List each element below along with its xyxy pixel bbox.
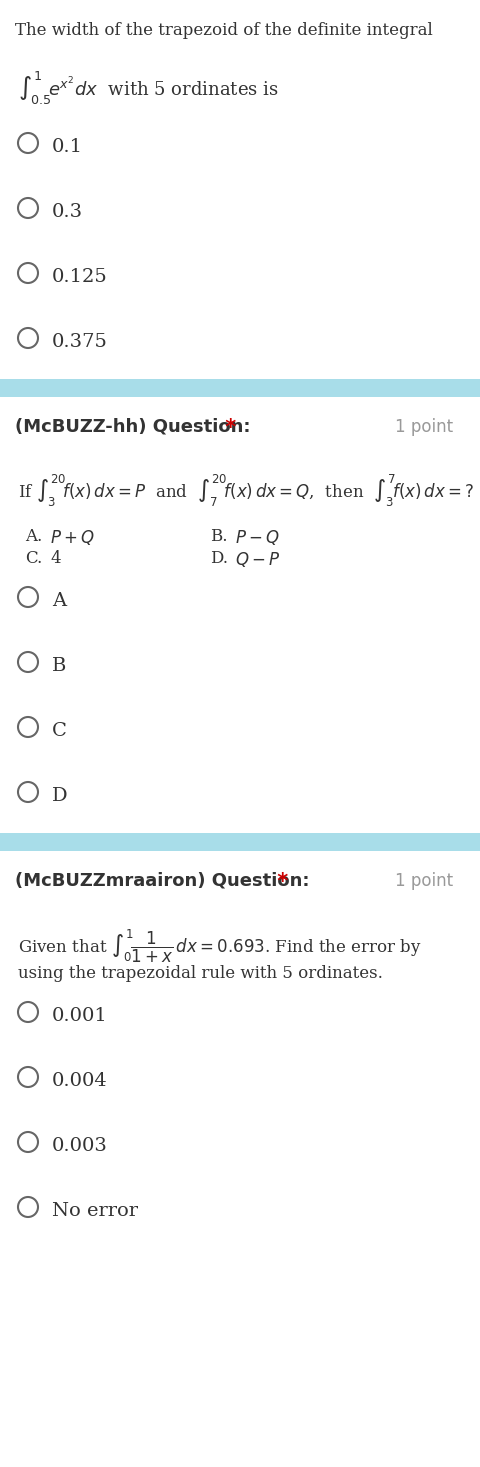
Bar (0, 378, 480, 398)
Text: 0.375: 0.375 (52, 333, 108, 351)
Text: (McBUZZ-hh) Question:: (McBUZZ-hh) Question: (15, 418, 250, 436)
Text: No error: No error (52, 1201, 138, 1221)
Text: *: * (217, 418, 236, 439)
Text: C: C (52, 722, 67, 739)
Text: 0.004: 0.004 (52, 1072, 108, 1090)
Text: $P-Q$: $P-Q$ (235, 528, 279, 547)
Text: 4: 4 (50, 550, 60, 568)
Text: D: D (52, 786, 68, 805)
Text: *: * (269, 871, 288, 892)
Text: 0.003: 0.003 (52, 1137, 108, 1155)
Text: A: A (52, 593, 66, 610)
Text: (McBUZZmraairon) Question:: (McBUZZmraairon) Question: (15, 871, 309, 890)
Text: C.: C. (25, 550, 42, 568)
Text: D.: D. (210, 550, 228, 568)
Text: $P+Q$: $P+Q$ (50, 528, 95, 547)
Text: B.: B. (210, 528, 227, 546)
Text: 0.125: 0.125 (52, 268, 108, 286)
Text: 0.1: 0.1 (52, 138, 83, 156)
Text: using the trapezoidal rule with 5 ordinates.: using the trapezoidal rule with 5 ordina… (18, 965, 382, 981)
Text: A.: A. (25, 528, 42, 546)
Bar (0, 833, 480, 851)
Text: B: B (52, 657, 66, 675)
Text: Given that $\int_{0}^{1}\!\dfrac{1}{1+x}\,dx = 0.693$. Find the error by: Given that $\int_{0}^{1}\!\dfrac{1}{1+x}… (18, 927, 421, 965)
Text: 1 point: 1 point (394, 418, 452, 436)
Text: $\int_{0.5}^{1}\!e^{x^2}dx$  with 5 ordinates is: $\int_{0.5}^{1}\!e^{x^2}dx$ with 5 ordin… (18, 70, 278, 107)
Text: 0.001: 0.001 (52, 1006, 108, 1025)
Text: 0.3: 0.3 (52, 202, 83, 222)
Text: 1 point: 1 point (394, 871, 452, 890)
Text: $Q-P$: $Q-P$ (235, 550, 280, 569)
Text: If $\int_{3}^{20}\!f(x)\,dx = P$  and  $\int_{7}^{20}\!f(x)\,dx = Q$,  then  $\i: If $\int_{3}^{20}\!f(x)\,dx = P$ and $\i… (18, 472, 473, 509)
Text: The width of the trapezoid of the definite integral: The width of the trapezoid of the defini… (15, 22, 432, 40)
